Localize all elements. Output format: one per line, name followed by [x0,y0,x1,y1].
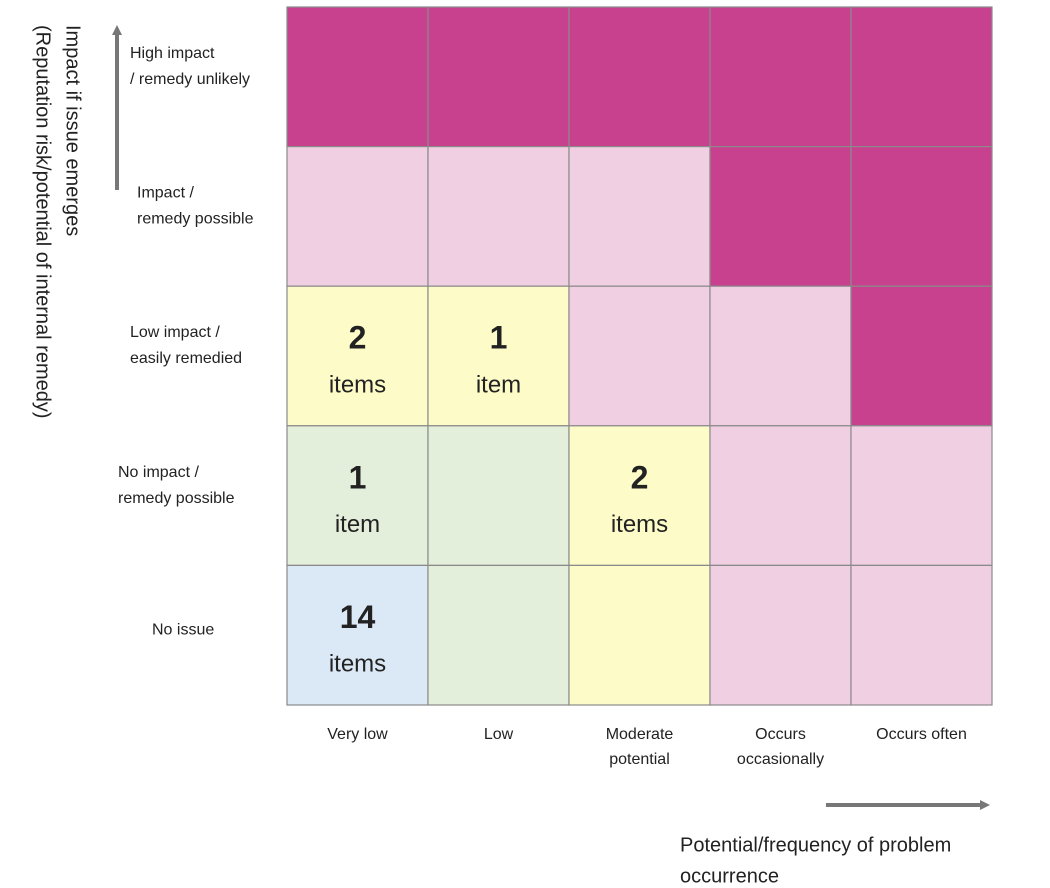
labels: High impact / remedy unlikely Impact / reme… [32,25,967,887]
y-axis-title: Impact if issue emerges [62,25,84,236]
cell-count: 2 [631,459,649,495]
cell [286,564,429,706]
cell-unit: items [611,511,668,538]
cell [709,6,852,148]
cell [427,6,570,148]
cell [850,285,993,427]
row-label: easily remedied [130,350,242,367]
column-label: Low [484,726,514,743]
column-label: Occurs [755,726,806,743]
cell-count: 1 [490,320,508,356]
cell [709,285,852,427]
x-axis-title: occurrence [680,865,779,887]
column-label: Very low [327,726,388,743]
cell [850,6,993,148]
cell [286,146,429,287]
cell-unit: item [335,511,380,538]
cell [286,285,429,427]
cell [568,425,711,566]
cell [850,425,993,566]
cell [427,146,570,287]
grid: 2 items 1 item 1 item 2 items 14 items [286,6,993,706]
cell [286,425,429,566]
y-axis-title: (Reputation risk/potential of internal r… [32,25,54,419]
cell [568,285,711,427]
cell [709,564,852,706]
column-label: potential [609,751,670,768]
column-label: occasionally [737,751,824,768]
cell-unit: items [329,372,386,399]
row-label: No impact / [118,464,199,481]
cell-count: 14 [340,599,376,635]
column-label: Moderate [606,726,674,743]
cell-unit: item [476,372,521,399]
cell [568,6,711,148]
column-label: Occurs often [876,726,967,743]
row-label: No issue [152,621,214,638]
cell [427,425,570,566]
cell [427,285,570,427]
cell [850,146,993,287]
x-axis-title: Potential/frequency of problem [680,834,951,856]
row-label: Impact / [137,185,194,202]
cell [850,564,993,706]
cell [568,564,711,706]
cell [568,146,711,287]
cell-count: 1 [349,459,367,495]
cell [427,564,570,706]
row-label: High impact [130,45,215,62]
cell-count: 2 [349,320,367,356]
cell-unit: items [329,651,386,678]
cell [709,425,852,566]
row-label: remedy possible [118,490,235,507]
row-label: Low impact / [130,324,220,341]
cell [709,146,852,287]
cell [286,6,429,148]
row-label: remedy possible [137,211,254,228]
row-label: / remedy unlikely [130,71,250,88]
